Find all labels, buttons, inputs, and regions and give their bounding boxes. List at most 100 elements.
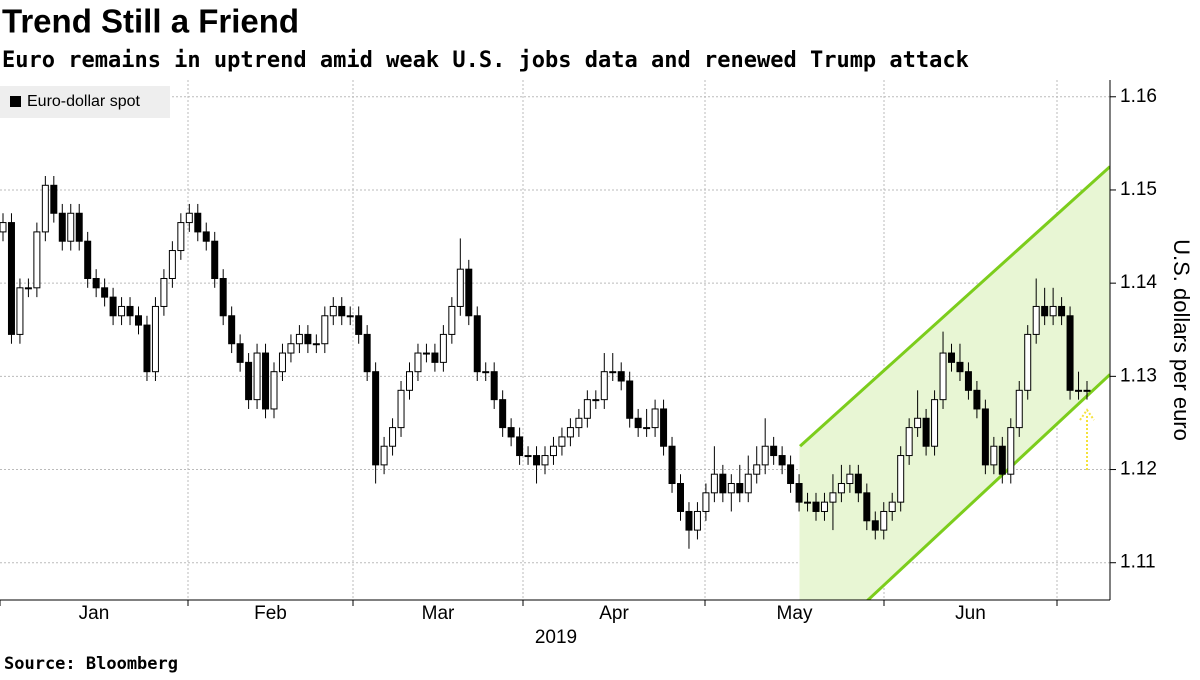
arrow-head <box>1079 408 1095 421</box>
candle-body <box>541 455 549 466</box>
channel <box>798 165 1110 600</box>
candle-body <box>1066 315 1074 391</box>
candle-body <box>431 352 439 363</box>
candle-body <box>41 184 49 233</box>
x-tick-label: May <box>777 603 813 624</box>
candle-body <box>846 473 854 485</box>
candle-body <box>1007 427 1015 475</box>
candle-body <box>507 427 515 438</box>
candle-body <box>990 445 998 466</box>
candle-body <box>685 510 693 531</box>
candle-body <box>372 371 380 466</box>
candle-body <box>1075 389 1083 392</box>
candle-body <box>143 324 151 373</box>
y-axis-label: U.S. dollars per euro <box>1169 239 1194 441</box>
chart-subtitle: Euro remains in uptrend amid weak U.S. j… <box>2 48 969 73</box>
candle-body <box>50 184 58 214</box>
candle-body <box>812 501 820 512</box>
candle-body <box>609 371 617 374</box>
y-tick-label: 1.15 <box>1120 179 1157 200</box>
candle-body <box>795 483 803 503</box>
candle-body <box>7 222 15 335</box>
candle-body <box>439 333 447 363</box>
legend-swatch <box>10 96 21 107</box>
candle-body <box>643 427 651 430</box>
candle-body <box>719 473 727 494</box>
candle-body <box>1058 305 1066 317</box>
candle-body <box>820 501 828 512</box>
candle-body <box>168 250 176 279</box>
candle-body <box>575 417 583 429</box>
candle-body <box>456 268 464 307</box>
y-tick-label: 1.14 <box>1120 272 1157 293</box>
candle-body <box>931 399 939 447</box>
candle-body <box>338 305 346 317</box>
candle-body <box>202 231 210 242</box>
x-tick-label: Mar <box>422 603 455 624</box>
candle-body <box>914 417 922 429</box>
candle-body <box>948 352 955 363</box>
candle-body <box>422 352 430 355</box>
candle-body <box>278 352 286 373</box>
candle-body <box>253 352 261 401</box>
candle-body <box>693 510 701 531</box>
candle-body <box>702 492 710 512</box>
candle-body <box>346 315 354 318</box>
x-tick-label: Feb <box>254 603 287 624</box>
candle-body <box>871 520 879 531</box>
candle-body <box>304 333 312 345</box>
candle-body <box>744 473 752 494</box>
candle-body <box>837 483 845 494</box>
candle-body <box>101 287 109 298</box>
candle-body <box>761 445 769 466</box>
candle-body <box>126 305 134 317</box>
channel-lower <box>865 373 1110 600</box>
candle-body <box>118 305 126 317</box>
candle-body <box>228 315 236 345</box>
candle-body <box>677 483 684 512</box>
candle-body <box>177 222 185 252</box>
candle-body <box>897 455 905 503</box>
candle-body <box>363 333 371 373</box>
candle-body <box>778 455 786 466</box>
candle-body <box>245 361 253 401</box>
candle-body <box>92 277 100 289</box>
candle-body <box>566 427 574 438</box>
candle-body <box>84 240 92 279</box>
candle-body <box>533 455 541 466</box>
candle-body <box>295 333 303 345</box>
candle-body <box>973 389 981 410</box>
candle-body <box>1041 305 1049 317</box>
candle-body <box>753 464 761 475</box>
candle-body <box>956 361 964 373</box>
candle-body <box>634 417 642 429</box>
candle-body <box>600 371 608 401</box>
candle-body <box>490 371 498 401</box>
x-tick-label: Jan <box>79 603 110 624</box>
candle-body <box>804 501 812 504</box>
candle-body <box>727 483 735 494</box>
candle-body <box>270 371 278 410</box>
candles <box>0 175 1091 549</box>
candle-body <box>482 371 490 374</box>
candle-body <box>397 389 405 429</box>
candle-body <box>626 380 634 419</box>
candle-body <box>473 315 481 373</box>
candle-body <box>499 399 507 429</box>
candle-body <box>355 315 363 335</box>
legend-label: Euro-dollar spot <box>27 93 141 110</box>
candle-body <box>135 315 142 326</box>
candle-body <box>194 212 202 233</box>
candle-body <box>185 212 193 224</box>
candle-body <box>668 445 676 485</box>
candle-body <box>33 231 41 289</box>
candle-body <box>287 343 295 354</box>
candle-body <box>329 305 337 317</box>
candle-body <box>1083 389 1091 392</box>
y-tick-label: 1.16 <box>1120 86 1157 107</box>
candle-body <box>389 427 397 447</box>
candle-body <box>854 473 862 494</box>
candle-body <box>787 464 795 485</box>
candle-body <box>660 408 668 447</box>
